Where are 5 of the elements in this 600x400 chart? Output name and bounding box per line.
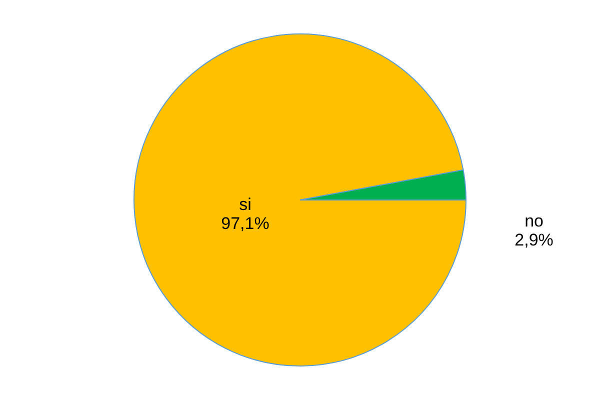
- pie-slice: [134, 34, 466, 366]
- slice-label: si: [239, 195, 252, 214]
- data-label: 97,1%: [221, 214, 270, 234]
- data-label: 2,9%: [514, 230, 554, 250]
- slice-label: no: [524, 211, 544, 230]
